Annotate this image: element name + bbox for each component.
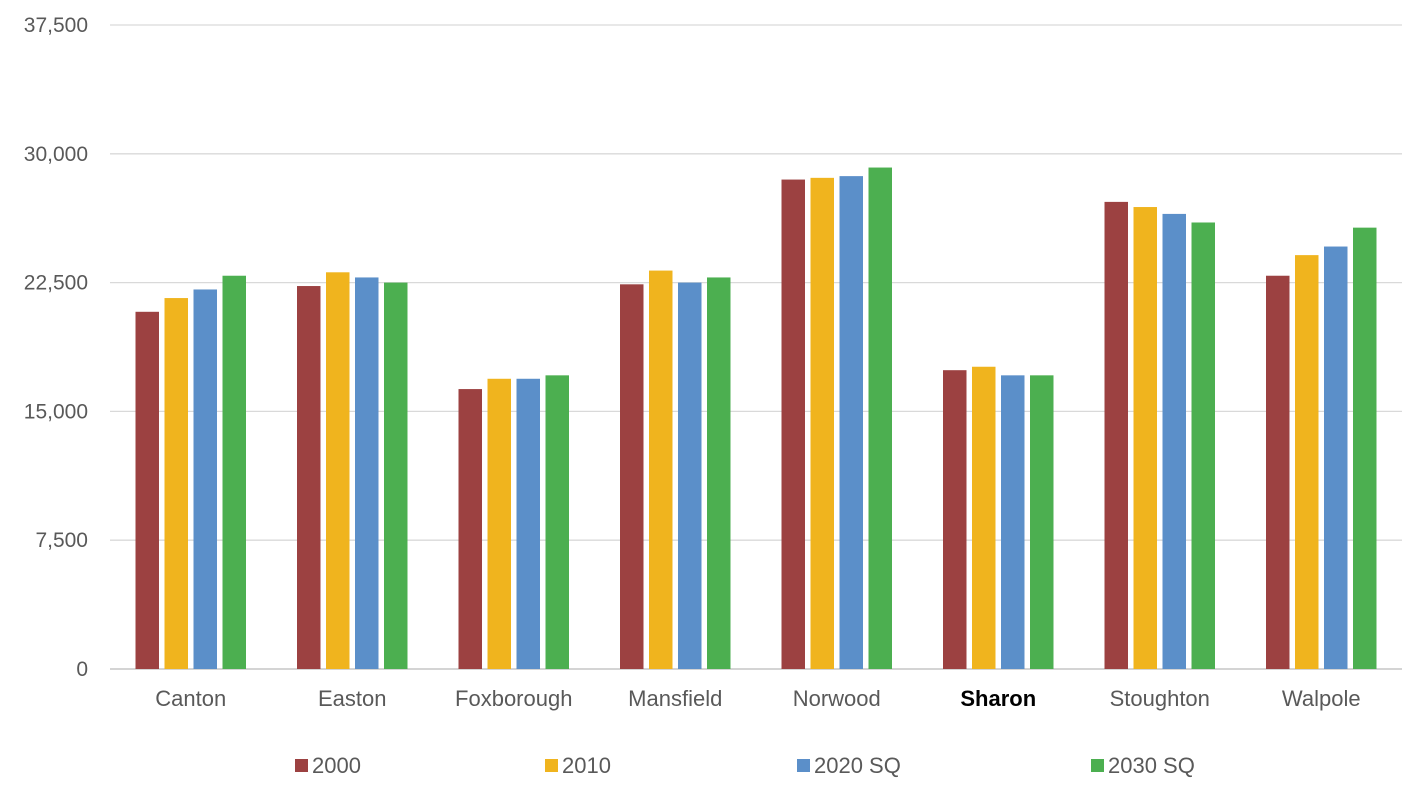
legend-swatch xyxy=(295,759,308,772)
bar-sharon-2030-sq xyxy=(1030,375,1054,669)
bar-canton-2020-sq xyxy=(193,289,217,669)
y-tick-label: 22,500 xyxy=(24,272,88,295)
x-category-label: Sharon xyxy=(960,686,1036,711)
legend-swatch xyxy=(545,759,558,772)
bar-canton-2030-sq xyxy=(222,275,246,669)
legend-label: 2030 SQ xyxy=(1108,753,1195,778)
bar-mansfield-2010 xyxy=(649,270,673,669)
x-category-label: Easton xyxy=(318,686,387,711)
x-category-label: Walpole xyxy=(1282,686,1361,711)
y-axis-ticks: 0 7,500 15,000 22,500 30,000 37,500 xyxy=(24,14,88,681)
bar-foxborough-2020-sq xyxy=(516,378,540,669)
x-category-label: Canton xyxy=(155,686,226,711)
x-category-label: Mansfield xyxy=(628,686,722,711)
bar-canton-2000 xyxy=(135,311,159,669)
bar-norwood-2020-sq xyxy=(839,176,863,669)
bar-walpole-2020-sq xyxy=(1324,246,1348,669)
bar-stoughton-2000 xyxy=(1104,201,1128,670)
bar-stoughton-2010 xyxy=(1133,207,1157,669)
y-tick-label: 7,500 xyxy=(35,529,88,552)
y-tick-label: 30,000 xyxy=(24,143,88,166)
y-tick-label: 15,000 xyxy=(24,400,88,423)
bar-stoughton-2020-sq xyxy=(1162,213,1186,669)
legend-swatch xyxy=(797,759,810,772)
legend-label: 2000 xyxy=(312,753,361,778)
bar-easton-2030-sq xyxy=(384,282,408,669)
bar-mansfield-2000 xyxy=(620,284,644,669)
legend-label: 2020 SQ xyxy=(814,753,901,778)
legend-swatch xyxy=(1091,759,1104,772)
x-category-label: Foxborough xyxy=(455,686,572,711)
bars xyxy=(135,167,1377,670)
x-category-label: Norwood xyxy=(793,686,881,711)
bar-foxborough-2010 xyxy=(487,378,511,669)
gridlines xyxy=(110,24,1402,670)
legend-label: 2010 xyxy=(562,753,611,778)
bar-walpole-2000 xyxy=(1266,275,1290,669)
bar-easton-2020-sq xyxy=(355,277,379,669)
bar-walpole-2010 xyxy=(1295,255,1319,669)
bar-foxborough-2030-sq xyxy=(545,375,569,669)
bar-sharon-2020-sq xyxy=(1001,375,1025,669)
y-tick-label: 0 xyxy=(76,658,88,681)
bar-norwood-2030-sq xyxy=(868,167,892,669)
x-axis-categories: Canton Easton Foxborough Mansfield Norwood Sh… xyxy=(155,686,1360,711)
y-tick-label: 37,500 xyxy=(24,14,88,37)
x-category-label: Stoughton xyxy=(1110,686,1210,711)
bar-foxborough-2000 xyxy=(458,389,482,669)
legend: 2000 2010 2020 SQ 2030 SQ xyxy=(295,753,1195,778)
bar-mansfield-2020-sq xyxy=(678,282,702,669)
bar-norwood-2000 xyxy=(781,179,805,669)
bar-easton-2010 xyxy=(326,272,350,669)
bar-canton-2010 xyxy=(164,298,188,669)
bar-stoughton-2030-sq xyxy=(1191,222,1215,669)
bar-sharon-2000 xyxy=(943,370,967,669)
bar-easton-2000 xyxy=(297,286,321,669)
bar-mansfield-2030-sq xyxy=(707,277,731,669)
bar-walpole-2030-sq xyxy=(1353,227,1377,670)
bar-sharon-2010 xyxy=(972,366,996,669)
bar-norwood-2010 xyxy=(810,177,834,670)
